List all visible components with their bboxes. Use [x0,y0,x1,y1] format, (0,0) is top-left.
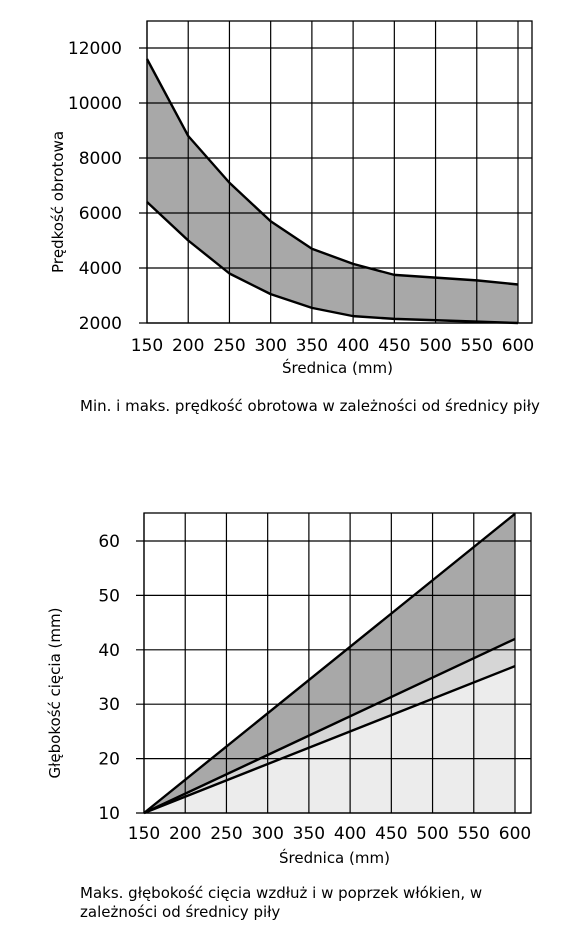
x-axis-label: Średnica (mm) [282,358,393,377]
series-line-0 [146,201,519,325]
series-line-0 [143,665,516,815]
x-tick-label: 350 [296,336,328,356]
x-tick-label: 450 [375,824,407,844]
x-tick-label: 300 [251,824,283,844]
y-tick-label: 4000 [79,259,122,279]
y-tick-label: 6000 [79,204,122,224]
plot-frame [143,512,532,814]
x-tick-label: 600 [502,336,534,356]
series-line-1 [145,58,519,286]
x-tick-label: 200 [169,824,201,844]
speed-range-band [147,59,518,323]
plot-frame [146,20,533,324]
rotation-speed-chart: 150 200 250 300 350 400 450 500 550 600 2000 4000 60… [49,20,534,377]
y-axis-label: Prędkość obrotowa [49,131,67,273]
y-tick-label: 50 [98,586,120,606]
x-tick-label: 250 [213,336,245,356]
y-tick-label: 10 [98,804,120,824]
y-tick-label: 8000 [79,149,122,169]
x-tick-label: 150 [131,336,163,356]
x-tick-label: 200 [172,336,204,356]
x-tick-label: 500 [419,336,451,356]
x-tick-label: 150 [128,824,160,844]
series-line-2 [143,512,516,814]
x-tick-label: 400 [334,824,366,844]
y-tick-label: 30 [98,695,120,715]
x-tick-label: 400 [337,336,369,356]
x-tick-label: 550 [458,824,490,844]
x-axis-label: Średnica (mm) [279,848,390,867]
x-tick-label: 600 [499,824,531,844]
y-tick-label: 2000 [79,314,122,334]
chart2-caption: Maks. głębokość cięcia wzdłuż i w poprze… [80,884,483,921]
series-line-1 [143,637,516,815]
x-tick-label: 550 [461,336,493,356]
y-tick-label: 20 [98,750,120,770]
x-tick-label: 300 [254,336,286,356]
y-axis-label: Głębokość cięcia (mm) [46,608,64,779]
chart1-caption: Min. i maks. prędkość obrotowa w zależno… [80,397,540,415]
x-tick-label: 250 [210,824,242,844]
x-tick-label: 450 [378,336,410,356]
y-tick-label: 60 [98,532,120,552]
cutting-depth-chart: 150 200 250 300 350 400 450 500 550 600 10 20 30 40 50… [46,512,532,867]
x-tick-label: 500 [416,824,448,844]
x-tick-label: 350 [293,824,325,844]
y-tick-label: 40 [98,641,120,661]
y-tick-label: 12000 [68,39,122,59]
y-tick-label: 10000 [68,94,122,114]
